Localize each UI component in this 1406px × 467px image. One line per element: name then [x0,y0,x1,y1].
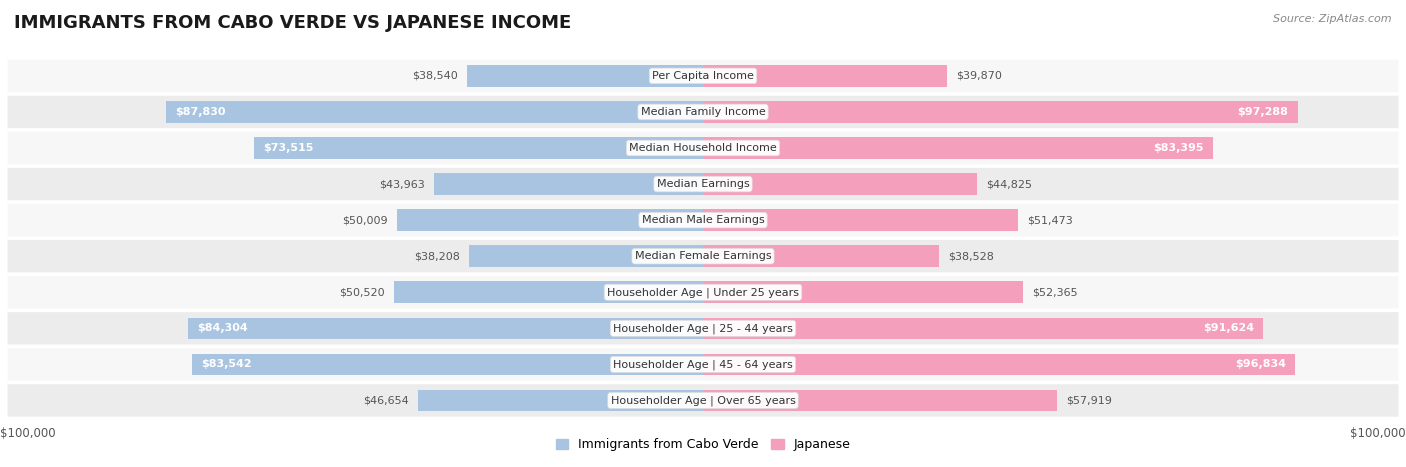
Bar [703,65,946,87]
Text: Median Household Income: Median Household Income [628,143,778,153]
Text: $51,473: $51,473 [1026,215,1073,225]
Bar [166,101,703,123]
Text: $84,304: $84,304 [197,323,247,333]
Text: $50,009: $50,009 [343,215,388,225]
FancyBboxPatch shape [6,94,1400,129]
Bar [703,137,1213,159]
Bar [434,173,703,195]
Bar [703,354,1295,375]
Text: $91,624: $91,624 [1202,323,1254,333]
Bar [467,65,703,87]
Text: $96,834: $96,834 [1234,360,1285,369]
Text: Householder Age | Over 65 years: Householder Age | Over 65 years [610,395,796,406]
Bar [187,318,703,339]
Bar [703,101,1298,123]
Text: Median Female Earnings: Median Female Earnings [634,251,772,261]
Text: $100,000: $100,000 [1350,427,1406,440]
Bar [398,209,703,231]
Text: Householder Age | 25 - 44 years: Householder Age | 25 - 44 years [613,323,793,333]
FancyBboxPatch shape [6,130,1400,166]
Bar [703,318,1263,339]
Bar [394,282,703,303]
Bar [253,137,703,159]
Text: $97,288: $97,288 [1237,107,1288,117]
FancyBboxPatch shape [6,203,1400,238]
Text: IMMIGRANTS FROM CABO VERDE VS JAPANESE INCOME: IMMIGRANTS FROM CABO VERDE VS JAPANESE I… [14,14,571,32]
Bar [703,282,1024,303]
Text: $57,919: $57,919 [1066,396,1112,405]
Text: $52,365: $52,365 [1032,287,1078,297]
Text: $73,515: $73,515 [263,143,314,153]
Text: $38,208: $38,208 [415,251,460,261]
Text: $38,540: $38,540 [412,71,458,81]
FancyBboxPatch shape [6,58,1400,93]
Text: Median Male Earnings: Median Male Earnings [641,215,765,225]
Bar [193,354,703,375]
Bar [703,209,1018,231]
Text: Householder Age | 45 - 64 years: Householder Age | 45 - 64 years [613,359,793,370]
FancyBboxPatch shape [6,311,1400,346]
Text: $50,520: $50,520 [339,287,385,297]
Bar [418,389,703,411]
Bar [470,245,703,267]
Bar [703,389,1057,411]
Text: $39,870: $39,870 [956,71,1001,81]
Text: $43,963: $43,963 [380,179,425,189]
Text: $87,830: $87,830 [176,107,226,117]
Text: $100,000: $100,000 [0,427,56,440]
Text: Source: ZipAtlas.com: Source: ZipAtlas.com [1274,14,1392,24]
Text: $83,542: $83,542 [201,360,252,369]
FancyBboxPatch shape [6,347,1400,382]
Text: $83,395: $83,395 [1153,143,1204,153]
Text: $46,654: $46,654 [363,396,409,405]
Text: Per Capita Income: Per Capita Income [652,71,754,81]
FancyBboxPatch shape [6,166,1400,202]
Text: Median Family Income: Median Family Income [641,107,765,117]
FancyBboxPatch shape [6,275,1400,310]
Legend: Immigrants from Cabo Verde, Japanese: Immigrants from Cabo Verde, Japanese [551,433,855,456]
Bar [703,245,939,267]
Bar [703,173,977,195]
Text: Median Earnings: Median Earnings [657,179,749,189]
FancyBboxPatch shape [6,383,1400,418]
FancyBboxPatch shape [6,239,1400,274]
Text: $38,528: $38,528 [948,251,994,261]
Text: Householder Age | Under 25 years: Householder Age | Under 25 years [607,287,799,297]
Text: $44,825: $44,825 [986,179,1032,189]
